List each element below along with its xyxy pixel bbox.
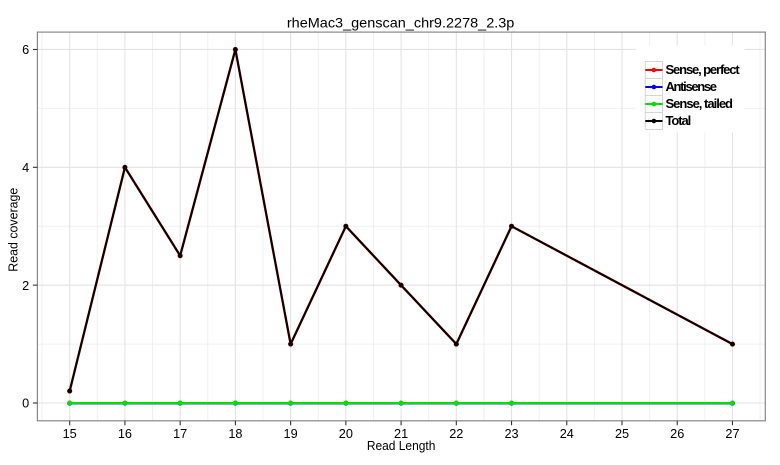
svg-text:22: 22	[449, 427, 463, 441]
svg-text:0: 0	[22, 397, 29, 411]
svg-text:Read Length: Read Length	[367, 438, 436, 453]
svg-text:20: 20	[339, 427, 353, 441]
svg-text:6: 6	[22, 43, 29, 57]
svg-text:26: 26	[670, 427, 684, 441]
svg-text:23: 23	[504, 427, 518, 441]
svg-text:Antisense: Antisense	[666, 79, 718, 94]
svg-text:21: 21	[394, 427, 408, 441]
svg-text:Sense, perfect: Sense, perfect	[666, 62, 741, 77]
svg-text:2: 2	[22, 279, 29, 293]
svg-text:25: 25	[615, 427, 629, 441]
svg-text:18: 18	[228, 427, 242, 441]
svg-text:Total: Total	[666, 113, 692, 128]
svg-text:4: 4	[22, 161, 29, 175]
svg-text:27: 27	[725, 427, 739, 441]
svg-text:17: 17	[173, 427, 187, 441]
svg-text:rheMac3_genscan_chr9.2278_2.3p: rheMac3_genscan_chr9.2278_2.3p	[287, 15, 515, 31]
svg-text:Sense, tailed: Sense, tailed	[666, 96, 734, 111]
svg-text:Read coverage: Read coverage	[6, 188, 21, 272]
svg-text:19: 19	[284, 427, 298, 441]
svg-text:24: 24	[560, 427, 574, 441]
svg-text:16: 16	[118, 427, 132, 441]
svg-text:15: 15	[63, 427, 77, 441]
